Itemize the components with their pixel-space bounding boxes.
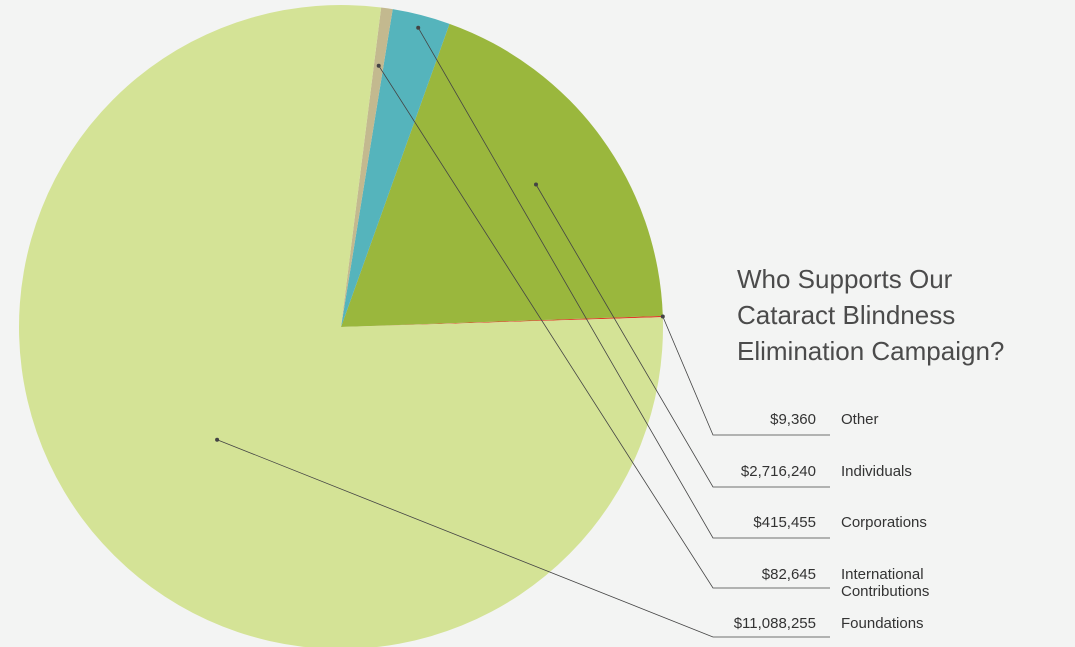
chart-title-line-1: Who Supports Our <box>737 264 953 294</box>
leader-line <box>535 184 830 488</box>
leader-line <box>216 439 830 638</box>
chart-title-line-2: Cataract Blindness <box>737 300 956 330</box>
chart-title-line-3: Elimination Campaign? <box>737 336 1005 366</box>
legend-label: Corporations <box>841 514 927 531</box>
legend-amount: $11,088,255 <box>733 615 816 632</box>
legend-amount: $9,360 <box>770 411 816 428</box>
pie-slice-international-contributions <box>341 7 393 327</box>
legend-label: Other <box>841 411 879 428</box>
leader-dot <box>416 25 421 30</box>
leader-dot <box>376 63 381 68</box>
pie-slice-foundations <box>19 5 663 647</box>
legend-label: Individuals <box>841 463 912 480</box>
chart-title: Who Supports Our Cataract Blindness Elim… <box>737 261 1067 369</box>
leader-dot <box>534 182 538 187</box>
leader-line <box>662 316 830 436</box>
leader-dot <box>215 437 220 442</box>
legend-label: Foundations <box>841 615 924 632</box>
leader-dot <box>660 314 665 319</box>
pie-slice-individuals <box>341 23 663 328</box>
legend-amount: $82,645 <box>761 566 816 583</box>
leader-line <box>378 65 830 589</box>
legend-label: International Contributions <box>841 566 930 600</box>
pie-slice-corporations <box>341 9 450 328</box>
legend-amount: $2,716,240 <box>740 463 816 480</box>
legend-amount: $415,455 <box>753 514 816 531</box>
pie-slice-other <box>341 315 663 327</box>
leader-line <box>417 27 830 539</box>
